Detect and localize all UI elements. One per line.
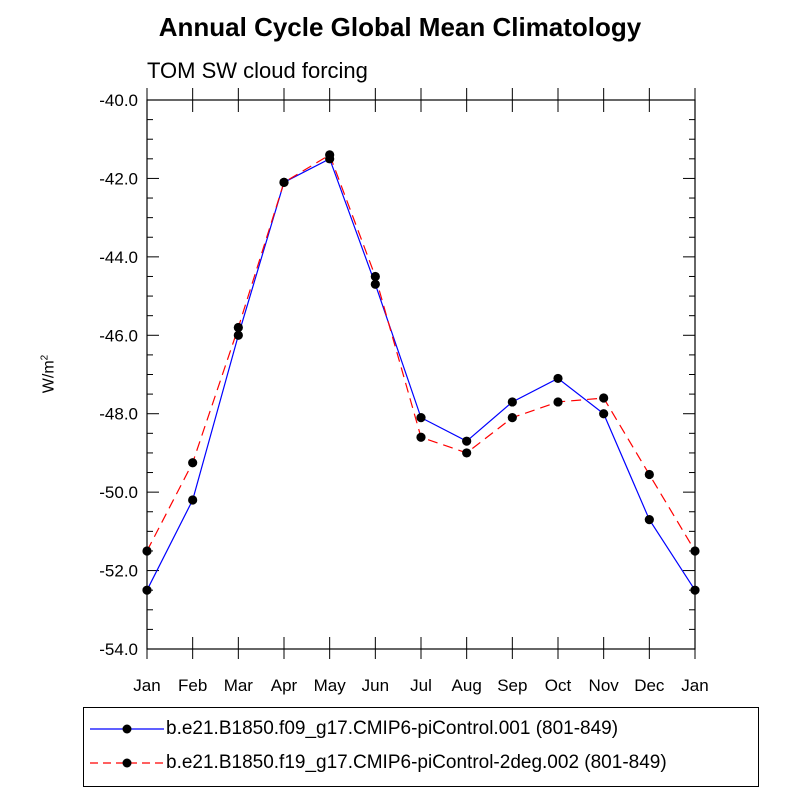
series-2-point	[553, 397, 563, 407]
y-tick-label: -52.0	[99, 562, 138, 581]
legend-label-2: b.e21.B1850.f19_g17.CMIP6-piControl-2deg…	[166, 752, 667, 773]
series-line-2	[146, 154, 696, 552]
series-1-point	[370, 279, 380, 289]
series-2-point	[507, 413, 517, 423]
series-1-point	[462, 436, 472, 446]
x-tick-label: Feb	[178, 676, 207, 695]
series-1-point	[416, 413, 426, 423]
x-tick-label: Jan	[133, 676, 160, 695]
x-tick-label: May	[314, 676, 347, 695]
y-tick-label: -46.0	[99, 326, 138, 345]
series-2-point	[142, 546, 152, 556]
legend-marker-2	[90, 758, 164, 768]
series-line-1	[146, 157, 696, 591]
series-2-point	[279, 177, 289, 187]
series-1-point	[142, 585, 152, 595]
series-1-point	[233, 330, 243, 340]
series-2-point	[462, 448, 472, 458]
x-tick-label: Dec	[634, 676, 665, 695]
x-tick-label: Oct	[545, 676, 572, 695]
line-chart: -40.0 -42.0 -44.0 -46.0 -48.0 -50.0 -52.0 -54.0…	[99, 88, 709, 695]
x-tick-label: Mar	[224, 676, 254, 695]
y-tick-label: -54.0	[99, 640, 138, 659]
series-1-point	[644, 514, 654, 525]
series-1-point	[553, 373, 563, 384]
x-tick-label: Jun	[362, 676, 389, 695]
series-1-point	[188, 495, 198, 505]
x-tick-label: Apr	[271, 676, 298, 695]
chart-title: Annual Cycle Global Mean Climatology	[158, 12, 642, 42]
y-tick-label: -40.0	[99, 91, 138, 110]
series-1-point	[690, 585, 700, 595]
series-1-point	[507, 397, 517, 407]
series-2-point	[370, 271, 380, 282]
y-tick-label: -44.0	[99, 248, 138, 267]
series-2-point	[599, 393, 609, 403]
series-2-point	[690, 546, 700, 556]
x-tick-label: Sep	[497, 676, 527, 695]
series-2-point	[416, 432, 426, 442]
series-2-point	[188, 458, 198, 468]
x-tick-label: Jul	[410, 676, 432, 695]
x-tick-label: Jan	[681, 676, 708, 695]
series-2-point	[644, 469, 654, 480]
y-tick-label: -48.0	[99, 405, 138, 424]
plot-frame	[146, 99, 696, 650]
legend: b.e21.B1850.f09_g17.CMIP6-piControl.001 …	[83, 707, 759, 787]
series-layer	[142, 150, 700, 595]
legend-entry-1: b.e21.B1850.f09_g17.CMIP6-piControl.001 …	[84, 714, 758, 744]
y-tick-label: -42.0	[99, 169, 138, 188]
x-tick-label: Nov	[589, 676, 620, 695]
series-1-point	[599, 409, 609, 419]
x-tick-label: Aug	[452, 676, 482, 695]
legend-label-1: b.e21.B1850.f09_g17.CMIP6-piControl.001 …	[166, 718, 619, 739]
legend-entry-2: b.e21.B1850.f19_g17.CMIP6-piControl-2deg…	[84, 748, 758, 778]
series-2-point	[233, 322, 243, 333]
series-2-point	[325, 150, 335, 160]
chart-subtitle: TOM SW cloud forcing	[147, 58, 368, 83]
plot-axes: -40.0 -42.0 -44.0 -46.0 -48.0 -50.0 -52.0 -54.0…	[99, 88, 709, 695]
legend-marker-1	[90, 724, 164, 734]
y-tick-label: -50.0	[99, 483, 138, 502]
